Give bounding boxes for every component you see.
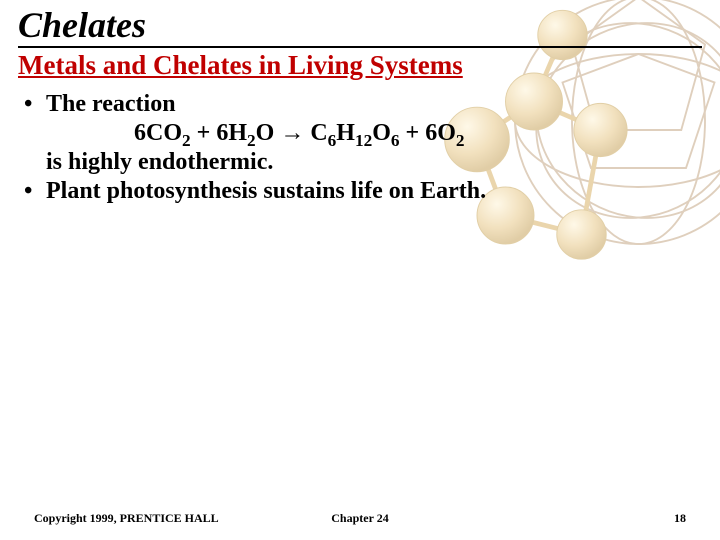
eq-term: H (336, 120, 355, 146)
eq-sub: 2 (247, 131, 256, 150)
bullet-1-tail: is highly endothermic. (24, 149, 702, 176)
bullet-2-lead: Plant photosynthesis sustains life on Ea… (46, 178, 702, 205)
slide: Chelates Metals and Chelates in Living S… (0, 0, 720, 540)
eq-term: O (256, 120, 275, 146)
eq-sub: 2 (182, 131, 191, 150)
eq-term: C (310, 120, 327, 146)
bullet-2: • Plant photosynthesis sustains life on … (24, 178, 702, 205)
eq-op: + (400, 120, 426, 146)
bullet-1: • The reaction 6CO2 + 6H2O → C6H12O6 + 6… (24, 91, 702, 176)
bullet-mark: • (24, 91, 46, 118)
eq-term: 6H (216, 120, 247, 146)
eq-arrow: → (274, 120, 310, 146)
eq-op: + (191, 120, 217, 146)
eq-sub: 12 (355, 131, 372, 150)
eq-term: 6O (425, 120, 456, 146)
bullet-1-equation: 6CO2 + 6H2O → C6H12O6 + 6O2 (24, 120, 702, 147)
slide-title: Chelates (18, 4, 702, 48)
footer-chapter: Chapter 24 (0, 511, 720, 526)
bullet-1-lead: The reaction (46, 91, 702, 118)
eq-term: 6CO (134, 120, 182, 146)
slide-footer: Copyright 1999, PRENTICE HALL Chapter 24… (0, 511, 720, 526)
slide-subtitle: Metals and Chelates in Living Systems (18, 50, 702, 81)
eq-sub: 6 (328, 131, 337, 150)
bullet-mark: • (24, 178, 46, 205)
slide-body: • The reaction 6CO2 + 6H2O → C6H12O6 + 6… (18, 91, 702, 205)
eq-sub: 2 (456, 131, 465, 150)
eq-sub: 6 (391, 131, 400, 150)
eq-term: O (372, 120, 391, 146)
